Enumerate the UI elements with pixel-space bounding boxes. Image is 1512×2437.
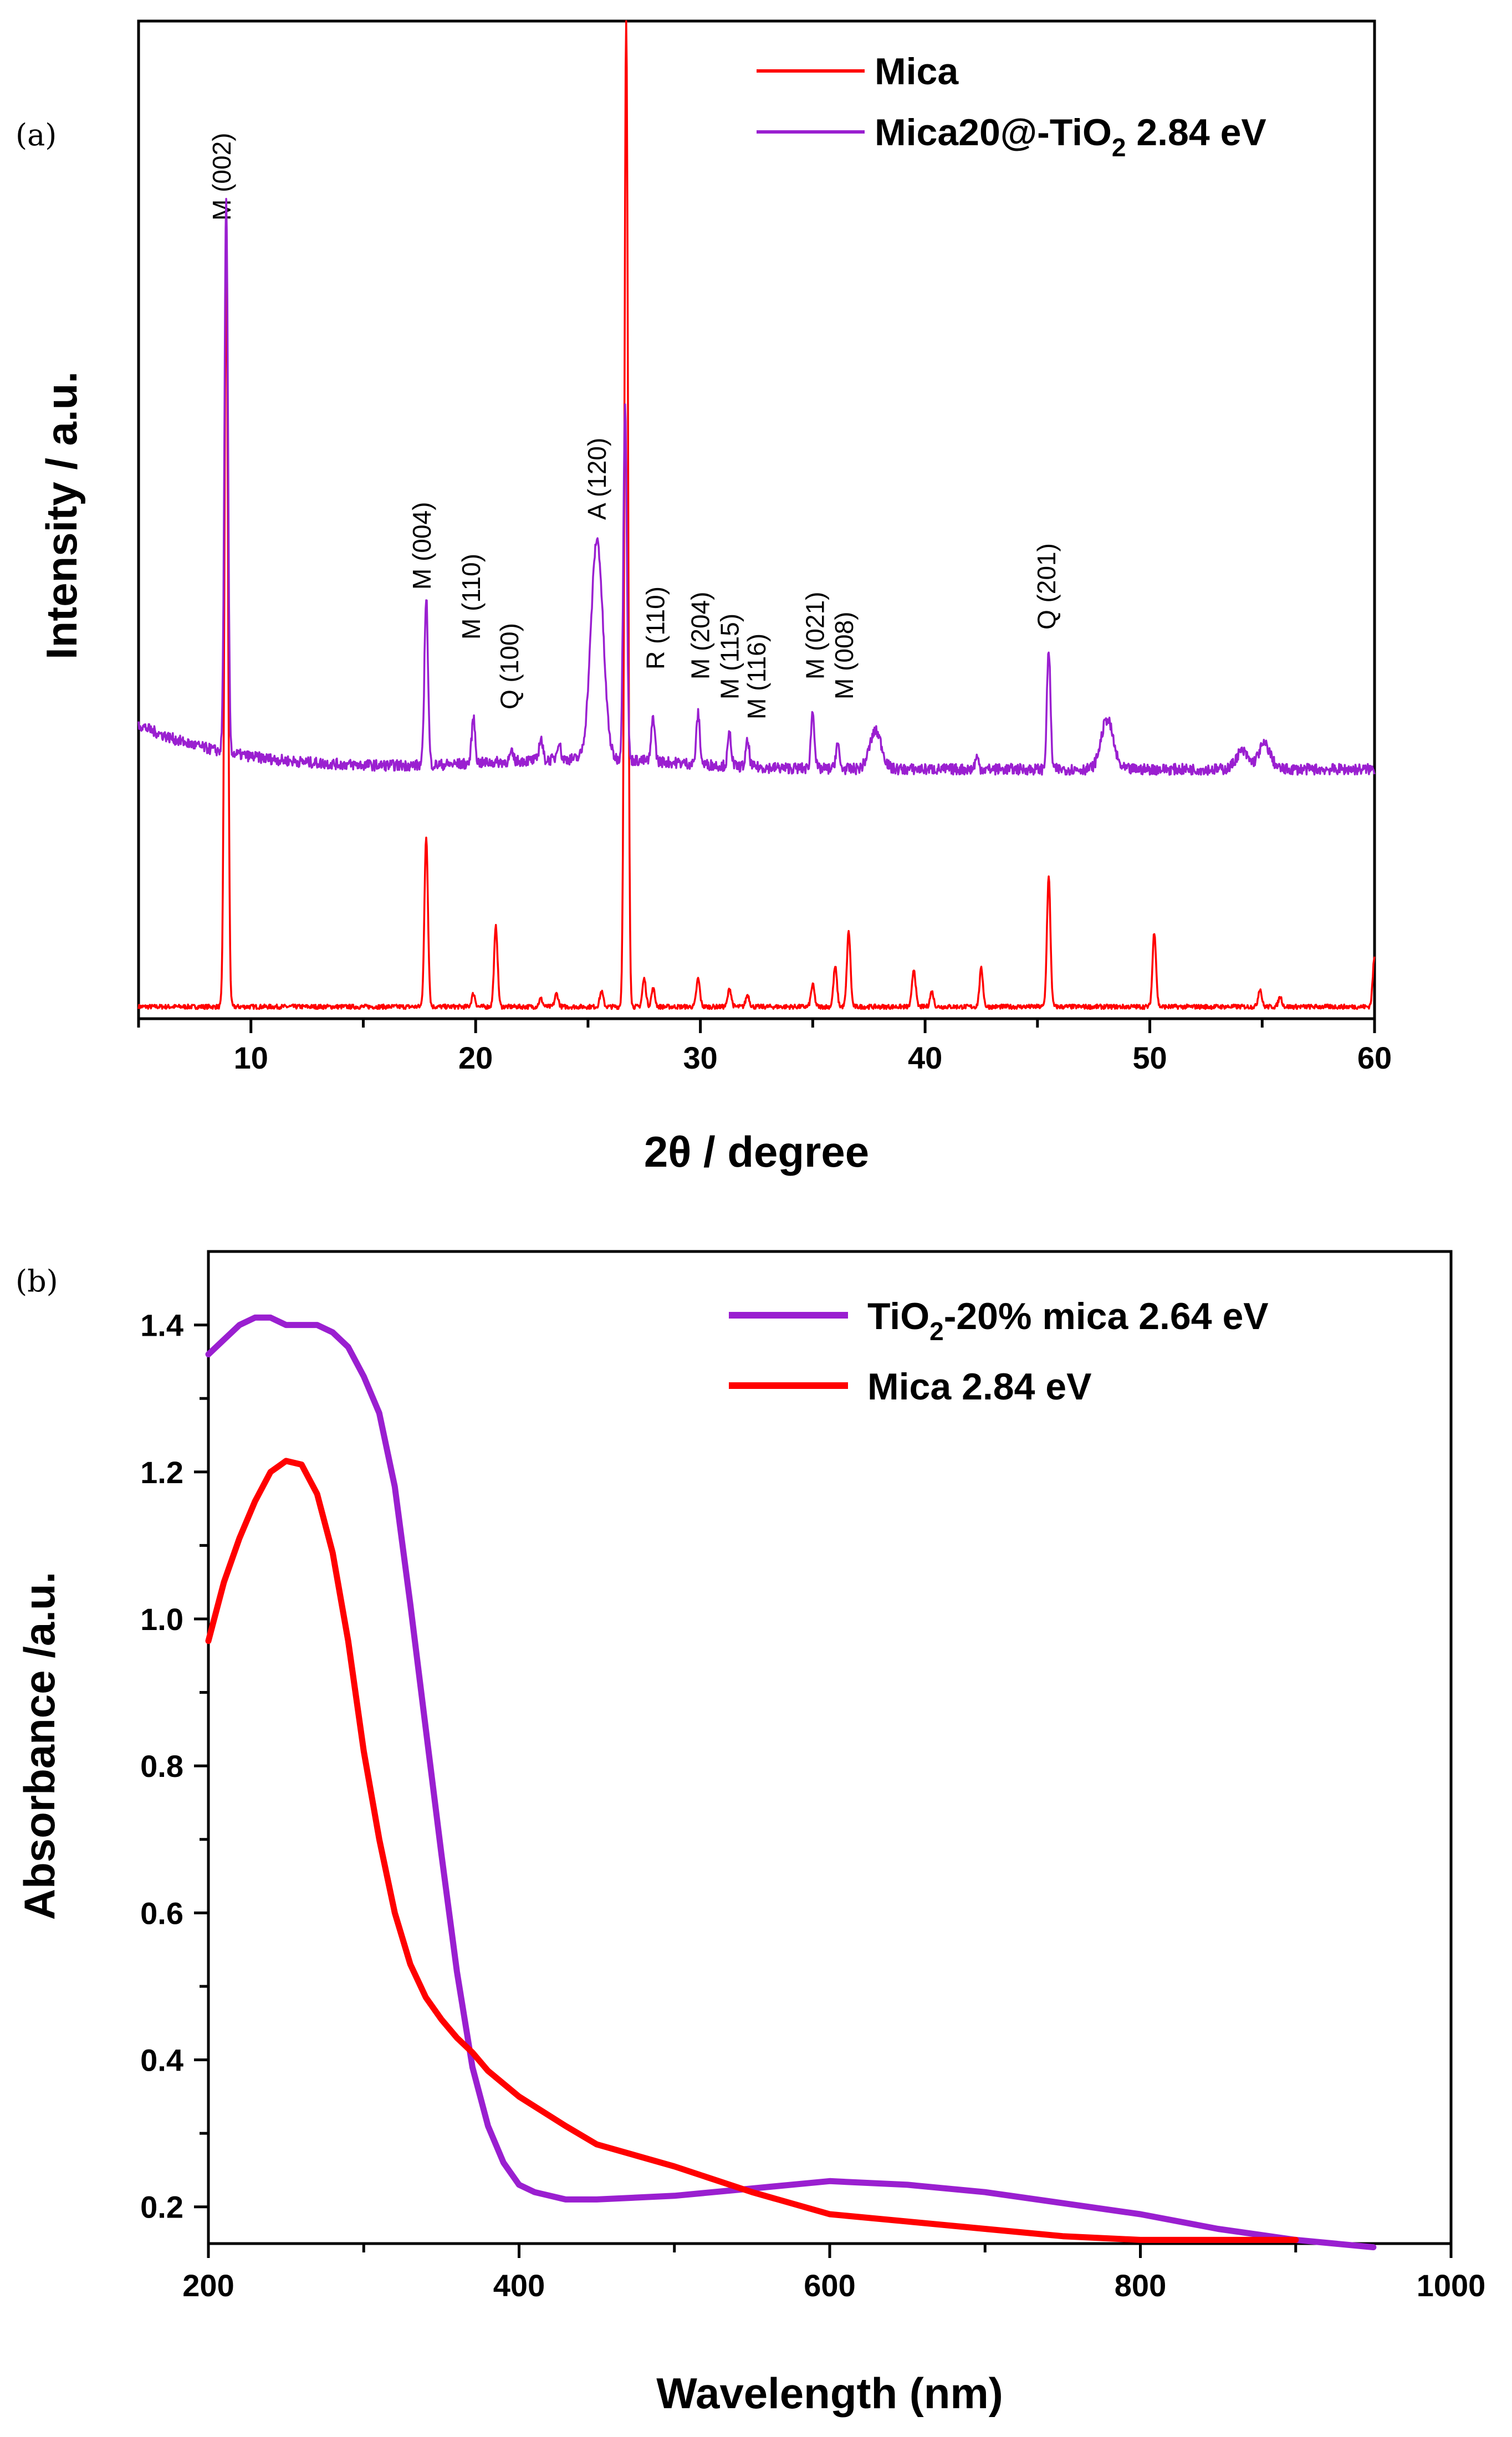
panel-b-x-axis-title: Wavelength (nm): [656, 2369, 1003, 2418]
peak-label: M (204): [686, 592, 715, 680]
panel-b-label: (b): [16, 1264, 58, 1299]
panel-a-y-axis-title: Intensity / a.u.: [37, 371, 86, 660]
panel-b-plot-frame: [207, 1250, 1453, 2245]
panel-a-series-mica20-tio2: [137, 197, 1376, 776]
panel-b-y-tick-label: 1.2: [140, 1455, 183, 1490]
peak-label: M (004): [407, 502, 436, 590]
panel-b-x-tick-label: 400: [493, 2268, 545, 2303]
panel-a-x-ticks: 10 20 30 40 50 60: [137, 1019, 1392, 1075]
panel-b-y-tick-label: 0.4: [140, 2043, 183, 2078]
legend-tio2-mica-label: TiO2-20% mica 2.64 eV: [867, 1295, 1269, 1346]
peak-label: M (002): [207, 133, 236, 221]
panel-a-xrd-chart: (a) 10 20 30 40 50 60 M (002) M (004) M (110) Q …: [16, 19, 1392, 1176]
legend-mica20-tio2-label: Mica20@-TiO2 2.84 eV: [875, 111, 1266, 162]
panel-a-label: (a): [16, 117, 57, 152]
panel-a-peak-labels: M (002) M (004) M (110) Q (100) A (120) R (11…: [207, 133, 1061, 719]
legend-tio2-sub: 2: [929, 1317, 944, 1346]
panel-b-y-tick-label: 1.0: [140, 1602, 183, 1637]
panel-b-series-tio2-mica: [205, 1314, 1377, 2251]
panel-a-x-tick-label: 20: [458, 1040, 493, 1075]
peak-label: Q (100): [495, 623, 524, 709]
panel-b-y-tick-label: 1.4: [140, 1308, 183, 1343]
panel-b-x-tick-label: 800: [1115, 2268, 1166, 2303]
panel-b-x-tick-label: 1000: [1417, 2268, 1486, 2303]
legend-mica-label: Mica: [875, 50, 959, 93]
panel-b-y-axis-title: Absorbance /a.u.: [15, 1572, 64, 1920]
peak-label: R (110): [641, 586, 670, 670]
peak-label: M (008): [830, 612, 859, 699]
panel-b-x-ticks: 200 400 600 800 1000: [182, 2244, 1485, 2303]
panel-a-x-tick-label: 50: [1132, 1040, 1167, 1075]
panel-a-x-tick-label: 10: [234, 1040, 268, 1075]
panel-a-x-tick-label: 30: [683, 1040, 717, 1075]
peak-label: M (021): [800, 592, 829, 680]
peak-label: M (115): [715, 614, 744, 699]
panel-a-x-tick-label: 60: [1357, 1040, 1392, 1075]
panel-b-x-tick-label: 600: [804, 2268, 855, 2303]
legend-tio2-tail: -20% mica 2.64 eV: [944, 1295, 1269, 1337]
panel-b-legend: TiO2-20% mica 2.64 eV Mica 2.84 eV: [729, 1295, 1269, 1408]
legend-tio2-main: TiO: [867, 1295, 929, 1337]
panel-a-series-mica: [137, 20, 1376, 1010]
panel-b-y-tick-label: 0.6: [140, 1896, 183, 1930]
panel-b-absorbance-chart: (b) 200 400 600 800 1000 0.2 0.4 0.6 0.8 1.0 1.2 1…: [15, 1250, 1485, 2418]
legend-mica-b-label: Mica 2.84 eV: [867, 1366, 1091, 1408]
legend-mica20-main: Mica20@-TiO: [875, 111, 1112, 154]
peak-label: M (116): [742, 633, 771, 719]
panel-b-y-tick-label: 0.8: [140, 1749, 183, 1784]
peak-label: Q (201): [1032, 543, 1061, 630]
panel-b-y-tick-label: 0.2: [140, 2190, 183, 2225]
panel-a-plot-frame: [137, 19, 1376, 1020]
legend-mica20-tail: 2.84 eV: [1126, 111, 1266, 154]
panel-b-x-tick-label: 200: [182, 2268, 234, 2303]
panel-a-x-tick-label: 40: [908, 1040, 942, 1075]
panel-a-x-axis-title: 2θ / degree: [644, 1127, 869, 1176]
legend-mica20-sub: 2: [1112, 133, 1126, 162]
peak-label: A (120): [583, 438, 611, 520]
panel-a-legend: Mica Mica20@-TiO2 2.84 eV: [757, 50, 1266, 162]
peak-label: M (110): [457, 554, 486, 640]
panel-b-series-mica: [205, 1458, 1299, 2243]
panel-b-y-ticks: 0.2 0.4 0.6 0.8 1.0 1.2 1.4: [140, 1308, 208, 2225]
